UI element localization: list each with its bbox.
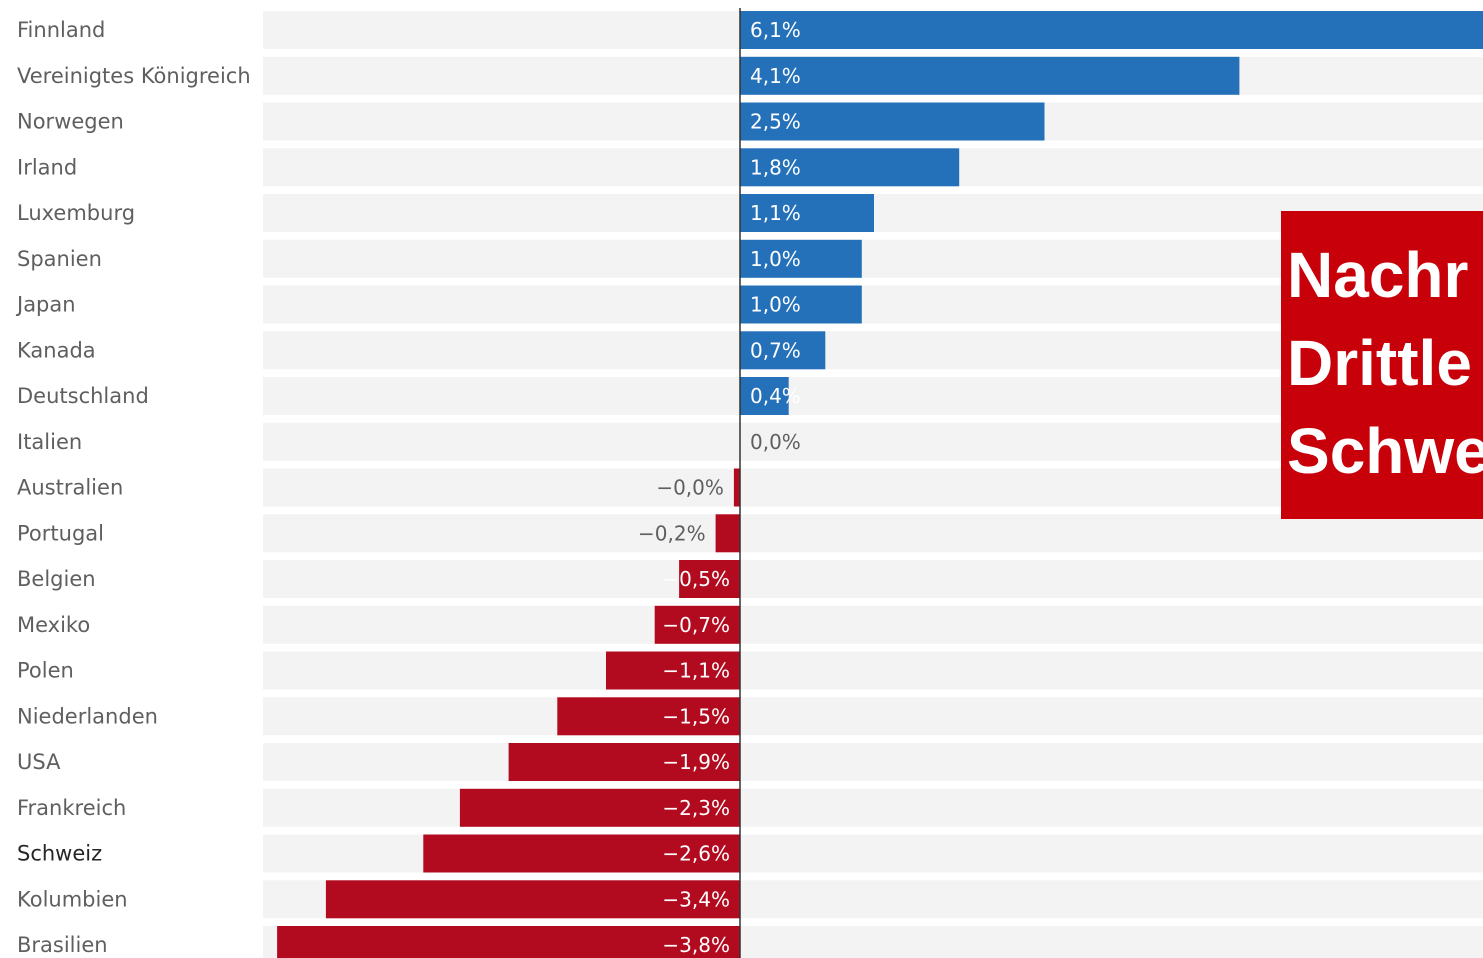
row-background xyxy=(263,331,1483,370)
category-label: Frankreich xyxy=(17,796,126,820)
category-label: Japan xyxy=(15,293,76,317)
row-background xyxy=(263,605,1483,644)
value-label: 1,0% xyxy=(750,293,801,317)
value-label: 4,1% xyxy=(750,64,801,88)
row-background xyxy=(263,697,1483,736)
value-label: −2,3% xyxy=(662,796,730,820)
value-label: −0,5% xyxy=(662,567,730,591)
row-background xyxy=(263,377,1483,415)
bar xyxy=(557,697,740,736)
bar xyxy=(733,468,740,507)
value-label: 0,0% xyxy=(750,430,801,454)
bar xyxy=(606,651,740,690)
value-label: 0,4% xyxy=(750,384,801,408)
category-label: Brasilien xyxy=(17,933,108,957)
row-background xyxy=(263,560,1483,598)
category-label: USA xyxy=(17,750,61,774)
value-label: −2,6% xyxy=(662,842,730,866)
category-label: Finnland xyxy=(17,18,105,42)
bar xyxy=(740,331,826,370)
category-label: Vereinigtes Königreich xyxy=(17,64,251,88)
value-label: 1,0% xyxy=(750,247,801,271)
row-background xyxy=(263,239,1483,278)
overlay-banner: Nachr Drittle Schwe xyxy=(1281,211,1483,519)
bar xyxy=(740,239,862,278)
value-label: −3,8% xyxy=(662,933,730,957)
value-label: 6,1% xyxy=(750,18,801,42)
bar xyxy=(740,56,1240,95)
value-label: −0,0% xyxy=(656,476,724,500)
row-background xyxy=(263,651,1483,690)
overlay-line-2: Drittle xyxy=(1287,327,1472,399)
value-label: −0,7% xyxy=(662,613,730,637)
category-label: Italien xyxy=(17,430,82,454)
value-label: 0,7% xyxy=(750,338,801,362)
value-label: 2,5% xyxy=(750,110,801,134)
overlay-line-3: Schwe xyxy=(1287,415,1483,487)
category-label: Irland xyxy=(17,155,77,179)
category-label: Deutschland xyxy=(17,384,149,408)
value-label: −1,9% xyxy=(662,750,730,774)
category-label: Niederlanden xyxy=(17,704,158,728)
value-label: −1,5% xyxy=(662,704,730,728)
row-background xyxy=(263,743,1483,781)
row-background xyxy=(263,514,1483,553)
category-label: Kolumbien xyxy=(17,887,128,911)
row-background xyxy=(263,285,1483,324)
overlay-line-1: Nachr xyxy=(1287,239,1469,311)
category-label: Australien xyxy=(17,476,123,500)
bar xyxy=(423,834,740,873)
bar xyxy=(679,560,740,598)
bar xyxy=(508,743,740,781)
category-label: Norwegen xyxy=(17,110,124,134)
row-background xyxy=(263,468,1483,507)
bar xyxy=(740,194,874,232)
row-background xyxy=(263,422,1483,461)
category-label: Portugal xyxy=(17,521,104,545)
bar xyxy=(740,148,960,187)
value-label: 1,1% xyxy=(750,201,801,225)
category-label: Spanien xyxy=(17,247,102,271)
bar xyxy=(459,788,740,827)
category-label: Luxemburg xyxy=(17,201,135,225)
bar xyxy=(715,514,740,553)
category-label: Polen xyxy=(17,659,74,683)
category-label: Kanada xyxy=(17,338,96,362)
bar xyxy=(654,605,740,644)
bar xyxy=(740,377,789,415)
category-label: Schweiz xyxy=(17,842,102,866)
value-label: 1,8% xyxy=(750,155,801,179)
category-label: Mexiko xyxy=(17,613,90,637)
value-label: −1,1% xyxy=(662,659,730,683)
bar xyxy=(740,285,862,324)
bar xyxy=(325,880,740,919)
value-label: −0,2% xyxy=(638,521,706,545)
bar xyxy=(277,926,740,958)
category-label: Belgien xyxy=(17,567,96,591)
bar xyxy=(740,11,1483,49)
value-label: −3,4% xyxy=(662,887,730,911)
bar xyxy=(740,102,1045,141)
row-background xyxy=(263,788,1483,827)
